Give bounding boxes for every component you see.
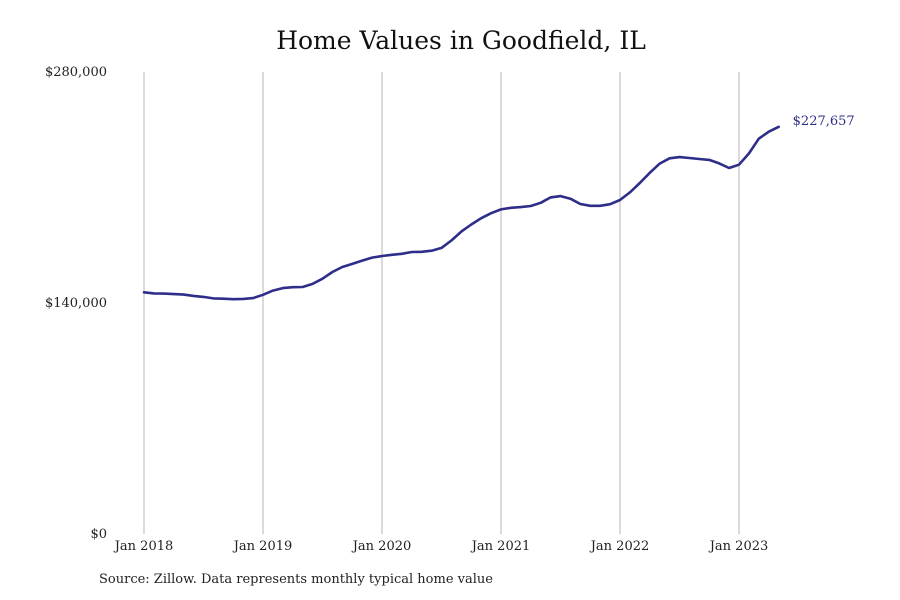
- y-tick-label: $140,000: [45, 296, 107, 311]
- y-tick-label: $280,000: [45, 65, 107, 80]
- series-line: [142, 125, 780, 301]
- source-note: Source: Zillow. Data represents monthly …: [99, 572, 493, 587]
- x-tick-label: Jan 2021: [470, 539, 531, 554]
- x-tick-label: Jan 2018: [113, 539, 174, 554]
- gridlines: [143, 72, 740, 534]
- series-layer: $227,657: [142, 114, 855, 301]
- x-tick-label: Jan 2022: [589, 539, 650, 554]
- x-tick-label: Jan 2020: [351, 539, 412, 554]
- x-tick-label: Jan 2023: [708, 539, 769, 554]
- y-axis-ticks: $0 $140,000 $280,000: [45, 65, 107, 542]
- x-axis-ticks: Jan 2018 Jan 2019 Jan 2020 Jan 2021 Jan 2022…: [113, 539, 769, 554]
- end-value-label: $227,657: [793, 114, 855, 129]
- chart-title: Home Values in Goodfield, IL: [276, 26, 646, 55]
- x-tick-label: Jan 2019: [232, 539, 293, 554]
- y-tick-label: $0: [90, 527, 107, 542]
